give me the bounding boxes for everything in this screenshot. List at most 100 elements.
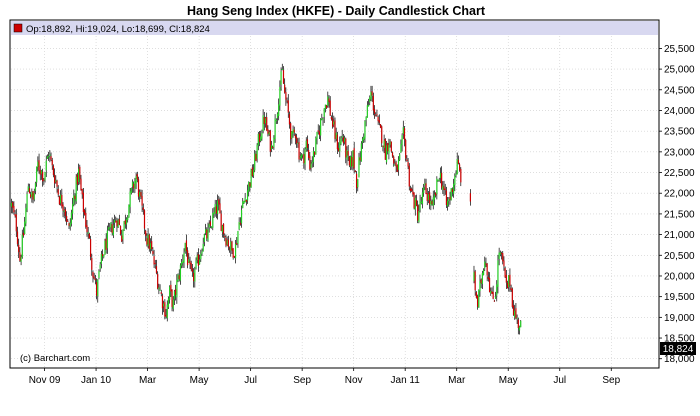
candle-body-down [409,188,412,191]
candle-body-up [230,241,232,251]
candle-body-up [399,154,401,161]
candle-body-up [177,274,179,282]
candle-body-down [119,225,122,235]
candle-body-down [337,148,340,152]
candle-body-down [175,289,177,295]
candle-body-up [365,116,367,121]
candle-body-down [375,115,377,117]
candle-body-down [118,219,120,225]
candle-body-down [342,137,344,144]
candle-body-up [264,118,267,124]
candle-body-up [48,156,50,158]
candle-body-up [383,140,385,148]
candle-body-up [45,160,47,171]
candle-body-up [158,287,160,289]
candle-body-down [91,257,93,270]
candle-body-up [312,150,315,163]
candle-body-down [141,195,143,206]
candle-body-up [212,212,214,228]
candle-body-down [164,302,166,317]
candle-body-down [232,248,234,258]
candle-body-down [121,235,123,242]
candle-body-down [382,145,384,147]
candle-body-down [384,139,386,160]
candle-body-down [378,119,380,123]
candle-body-down [517,319,519,328]
candle-body-up [169,286,171,300]
candle-body-up [358,157,360,178]
candle-body-down [512,305,515,316]
candle-body-up [25,208,27,224]
candle-body-down [219,203,221,214]
candle-body-down [334,120,336,139]
candle-body-up [260,136,262,141]
candle-body-down [326,105,328,109]
candle-body-down [86,225,88,233]
candle-body-down [282,70,285,84]
candle-body-up [514,310,516,318]
candle-body-down [406,159,408,162]
x-tick-label: Jan 11 [391,375,421,386]
candle-body-up [494,296,497,299]
candle-body-up [60,194,62,204]
candle-body-down [373,109,376,114]
candle-body-up [181,261,183,266]
candle-body-down [32,191,34,200]
plot-frame [9,19,660,369]
candle-body-up [438,179,440,181]
watermark: (c) Barchart.com [20,353,90,364]
candle-body-down [154,262,156,264]
candle-body-down [381,126,383,144]
candle-body-up [322,118,324,121]
candle-body-up [44,172,46,181]
candle-body-down [152,251,154,254]
candle-body-down [79,166,81,180]
candle-body-down [146,238,148,245]
candle-body-up [139,192,141,197]
candle-body-up [243,200,245,204]
x-tick-label: Sep [293,375,311,386]
candle-body-down [133,183,135,189]
candle-body-down [81,188,83,195]
candle-body-down [492,291,494,299]
candle-body-up [400,144,402,153]
candle-body-down [476,295,479,307]
candle-body-down [239,222,241,225]
candle-body-up [238,222,240,230]
candle-body-up [414,197,416,210]
candle-body-up [433,194,436,200]
candle-body-down [12,202,14,208]
candle-body-down [22,232,25,236]
candle-body-down [54,174,56,184]
candle-body-up [46,156,49,159]
candle-body-up [357,179,359,188]
candle-body-up [366,105,368,118]
x-tick-label: Jul [244,375,257,386]
candle-body-down [288,114,291,125]
candle-body-up [194,269,196,282]
candle-body-down [502,253,504,262]
candle-body-up [299,156,301,158]
candle-body-up [208,223,210,228]
candle-body-down [449,196,451,200]
candle-body-down [58,196,61,205]
candle-body-up [389,141,391,145]
candle-body-up [63,210,65,212]
candle-body-down [190,263,192,270]
candle-body-down [39,170,41,175]
candle-body-up [315,137,317,155]
candle-body-up [280,71,282,85]
candle-body-down [480,279,482,284]
candle-body-up [343,138,346,142]
candle-body-up [478,290,480,308]
candle-body-up [421,192,424,205]
candle-body-down [309,155,311,170]
candle-body-down [231,241,233,251]
legend-ohlc-text: Op:18,892, Hi:19,024, Lo:18,699, Cl:18,8… [26,24,210,35]
candle-body-down [371,91,373,96]
y-tick-label: 22,000 [664,189,695,200]
candle-body-down [157,273,159,289]
candle-body-up [363,136,365,140]
